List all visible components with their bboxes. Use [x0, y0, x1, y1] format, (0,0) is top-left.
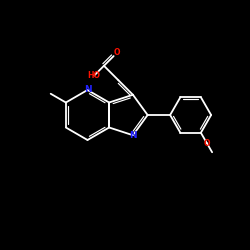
Text: N: N	[129, 131, 137, 140]
Text: O: O	[114, 48, 120, 57]
Text: HO: HO	[88, 71, 101, 80]
Text: N: N	[84, 86, 91, 94]
Text: O: O	[204, 139, 210, 148]
